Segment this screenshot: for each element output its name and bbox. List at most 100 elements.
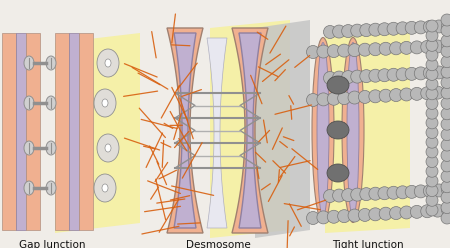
Ellipse shape [396, 186, 409, 199]
Ellipse shape [441, 150, 450, 161]
Polygon shape [239, 33, 261, 228]
Ellipse shape [338, 92, 351, 105]
Ellipse shape [342, 25, 355, 38]
Ellipse shape [369, 23, 382, 36]
Ellipse shape [410, 87, 423, 100]
Ellipse shape [390, 42, 403, 55]
Ellipse shape [46, 181, 56, 195]
Ellipse shape [102, 99, 108, 107]
Ellipse shape [426, 194, 438, 206]
Ellipse shape [306, 45, 320, 59]
Ellipse shape [431, 40, 444, 53]
Ellipse shape [387, 186, 400, 199]
Ellipse shape [441, 66, 450, 78]
Ellipse shape [342, 188, 355, 202]
Bar [2, 33, 16, 230]
Bar [79, 33, 93, 230]
Ellipse shape [441, 56, 450, 68]
Ellipse shape [410, 205, 423, 218]
Ellipse shape [432, 20, 446, 33]
Ellipse shape [324, 189, 337, 203]
Ellipse shape [426, 39, 438, 51]
Ellipse shape [441, 35, 450, 47]
Ellipse shape [441, 139, 450, 151]
Ellipse shape [441, 97, 450, 109]
Ellipse shape [348, 44, 361, 57]
Polygon shape [55, 33, 140, 233]
Ellipse shape [426, 88, 438, 100]
Ellipse shape [46, 96, 56, 110]
Ellipse shape [441, 204, 450, 217]
Ellipse shape [358, 91, 371, 103]
Ellipse shape [342, 71, 355, 84]
Ellipse shape [317, 42, 329, 217]
Ellipse shape [441, 191, 450, 203]
Text: Desmosome: Desmosome [185, 240, 250, 248]
Ellipse shape [421, 205, 434, 218]
Ellipse shape [426, 59, 438, 71]
Ellipse shape [441, 20, 450, 32]
Ellipse shape [379, 89, 392, 102]
Ellipse shape [348, 209, 361, 222]
Ellipse shape [324, 26, 337, 38]
Ellipse shape [24, 96, 34, 110]
Ellipse shape [378, 23, 391, 36]
Ellipse shape [338, 210, 351, 223]
Ellipse shape [426, 165, 438, 177]
Ellipse shape [431, 86, 444, 99]
Ellipse shape [426, 204, 438, 216]
Ellipse shape [24, 181, 34, 195]
Polygon shape [210, 20, 290, 238]
Ellipse shape [97, 134, 119, 162]
Ellipse shape [396, 22, 409, 35]
Ellipse shape [390, 89, 403, 102]
Ellipse shape [105, 59, 111, 67]
Ellipse shape [426, 68, 438, 80]
Ellipse shape [441, 181, 450, 193]
Ellipse shape [94, 89, 116, 117]
Bar [69, 33, 79, 230]
Ellipse shape [379, 207, 392, 220]
Polygon shape [232, 28, 268, 233]
Ellipse shape [360, 24, 373, 37]
Ellipse shape [405, 185, 418, 198]
Ellipse shape [347, 42, 359, 217]
Ellipse shape [327, 121, 349, 139]
Ellipse shape [405, 67, 418, 80]
Ellipse shape [369, 90, 382, 103]
Ellipse shape [441, 202, 450, 214]
Ellipse shape [441, 212, 450, 224]
Ellipse shape [333, 71, 346, 84]
Ellipse shape [414, 185, 427, 198]
Ellipse shape [426, 146, 438, 158]
Ellipse shape [426, 20, 438, 32]
Ellipse shape [360, 70, 373, 83]
Ellipse shape [431, 204, 444, 217]
Ellipse shape [379, 42, 392, 55]
Ellipse shape [94, 174, 116, 202]
Ellipse shape [421, 40, 434, 53]
Ellipse shape [414, 67, 427, 80]
Ellipse shape [342, 37, 364, 222]
Bar [26, 33, 40, 230]
Ellipse shape [426, 175, 438, 187]
Ellipse shape [306, 212, 320, 224]
Polygon shape [167, 28, 203, 233]
Ellipse shape [423, 20, 436, 33]
Ellipse shape [387, 68, 400, 81]
Ellipse shape [396, 68, 409, 81]
Ellipse shape [327, 45, 340, 58]
Ellipse shape [441, 118, 450, 130]
Ellipse shape [426, 155, 438, 168]
Ellipse shape [24, 141, 34, 155]
Ellipse shape [400, 206, 413, 219]
Ellipse shape [441, 65, 450, 79]
Ellipse shape [338, 44, 351, 57]
Ellipse shape [426, 185, 438, 197]
Ellipse shape [369, 43, 382, 56]
Ellipse shape [105, 144, 111, 152]
Ellipse shape [327, 92, 340, 105]
Ellipse shape [351, 24, 364, 37]
Ellipse shape [441, 170, 450, 182]
Polygon shape [325, 26, 410, 233]
